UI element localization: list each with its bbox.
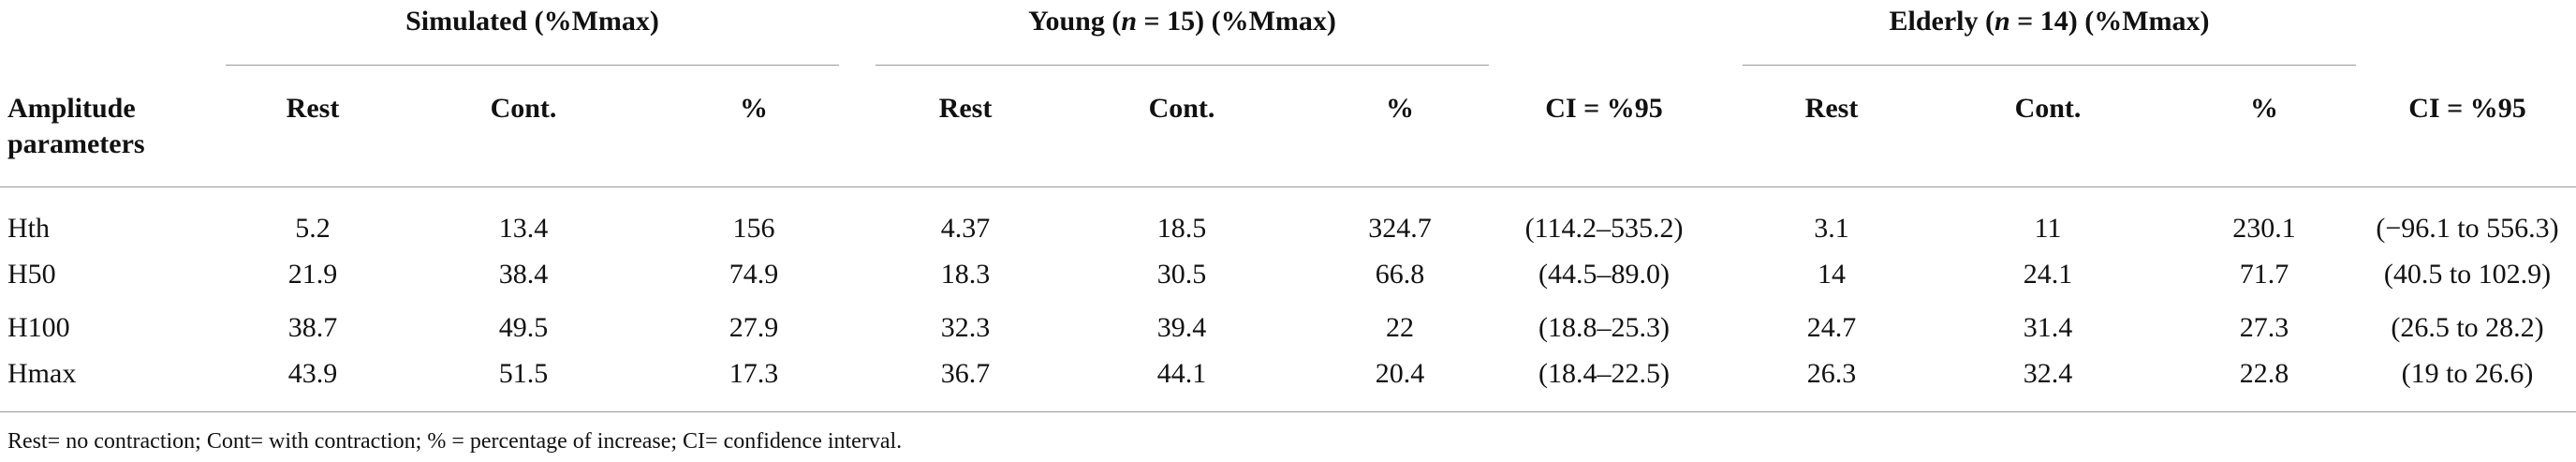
cell: 20.4	[1375, 358, 1425, 389]
cell: (26.5 to 28.2)	[2391, 312, 2544, 343]
cell: 5.2	[295, 213, 331, 244]
header-part: n	[1994, 6, 2010, 37]
cell: Hmax	[7, 358, 77, 389]
group-header: Young (n = 15) (%Mmax)	[1028, 5, 1336, 38]
cell: 18.3	[940, 259, 991, 290]
cell: 32.4	[2023, 358, 2073, 389]
cell: (18.8–25.3)	[1538, 312, 1670, 343]
header-part: n	[1121, 6, 1138, 37]
cell: 39.4	[1156, 312, 1207, 343]
cell: 3.1	[1814, 213, 1849, 244]
cell: 22.8	[2239, 358, 2289, 389]
cell: 13.4	[498, 213, 549, 244]
cell: H100	[7, 312, 70, 343]
rule	[0, 186, 2576, 187]
cell: 30.5	[1156, 259, 1207, 290]
header-part: Elderly (	[1889, 6, 1995, 37]
cell: 4.37	[940, 213, 991, 244]
cell: 22	[1386, 312, 1414, 343]
cell: (40.5 to 102.9)	[2383, 259, 2552, 290]
group-rule	[876, 65, 1489, 66]
cell: 38.7	[287, 312, 338, 343]
cell: 32.3	[940, 312, 991, 343]
cell: (114.2–535.2)	[1524, 213, 1684, 244]
cell: 14	[1818, 259, 1846, 290]
cell: 44.1	[1156, 358, 1207, 389]
cell: 27.9	[729, 312, 779, 343]
cell: 36.7	[940, 358, 991, 389]
cell: 11	[2034, 213, 2062, 244]
cell: 26.3	[1806, 358, 1857, 389]
cell: 49.5	[498, 312, 549, 343]
cell: (−96.1 to 556.3)	[2376, 213, 2559, 244]
cell: Hth	[7, 213, 50, 244]
column-header: Rest	[286, 93, 340, 124]
column-header: CI = %95	[2408, 93, 2526, 124]
cell: 38.4	[498, 259, 549, 290]
column-header: Cont.	[490, 93, 557, 124]
header-part: = 15) (%Mmax)	[1137, 6, 1336, 37]
column-header: %	[1386, 93, 1414, 124]
group-header: Elderly (n = 14) (%Mmax)	[1889, 5, 2209, 38]
cell: (18.4–22.5)	[1538, 358, 1670, 389]
header-part: Simulated (%Mmax)	[405, 6, 659, 37]
column-header: CI = %95	[1545, 93, 1663, 124]
cell: 43.9	[287, 358, 338, 389]
cell: 31.4	[2023, 312, 2073, 343]
cell: 230.1	[2232, 213, 2296, 244]
column-header: %	[740, 93, 768, 124]
cell: 51.5	[498, 358, 549, 389]
footnote: Rest= no contraction; Cont= with contrac…	[7, 429, 903, 454]
cell: (19 to 26.6)	[2401, 358, 2534, 389]
column-header: Rest	[938, 93, 993, 124]
cell: 156	[732, 213, 775, 244]
cell: 17.3	[729, 358, 779, 389]
cell: 24.1	[2023, 259, 2073, 290]
header-part: = 14) (%Mmax)	[2009, 6, 2210, 37]
cell: 324.7	[1368, 213, 1432, 244]
cell: 24.7	[1806, 312, 1857, 343]
rule	[0, 411, 2576, 412]
cell: 74.9	[729, 259, 779, 290]
column-header: Rest	[1804, 93, 1859, 124]
group-rule	[226, 65, 839, 66]
column-header: Amplitude parameters	[7, 93, 145, 159]
column-header: Cont.	[1148, 93, 1215, 124]
cell: 27.3	[2239, 312, 2289, 343]
cell: (44.5–89.0)	[1538, 259, 1670, 290]
cell: 71.7	[2239, 259, 2289, 290]
cell: 21.9	[287, 259, 338, 290]
cell: 18.5	[1156, 213, 1207, 244]
cell: H50	[7, 259, 56, 290]
column-header: Cont.	[2014, 93, 2082, 124]
group-header: Simulated (%Mmax)	[405, 5, 659, 38]
group-rule	[1743, 65, 2356, 66]
cell: 66.8	[1375, 259, 1425, 290]
header-part: Young (	[1028, 6, 1122, 37]
column-header: %	[2250, 93, 2278, 124]
